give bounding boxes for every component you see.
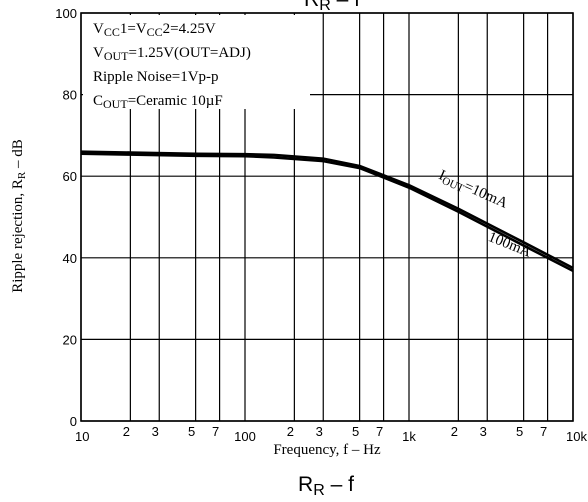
plot-frame xyxy=(80,12,574,422)
conditions-annotation: VCC1=VCC2=4.25V VOUT=1.25V(OUT=ADJ) Ripple… xyxy=(83,15,310,111)
condition-line: COUT=Ceramic 10µF xyxy=(93,93,223,111)
condition-line: VCC1=VCC2=4.25V xyxy=(93,21,216,39)
y-tick-label: 100 xyxy=(55,6,77,21)
y-tick-label: 80 xyxy=(63,88,77,103)
x-minor-tick-label: 2 xyxy=(123,424,130,439)
y-axis-title: Ripple rejection, RR – dB xyxy=(10,139,28,293)
x-minor-tick-label: 7 xyxy=(376,424,383,439)
conditions-box xyxy=(83,15,310,109)
condition-line: VOUT=1.25V(OUT=ADJ) xyxy=(93,45,251,63)
x-minor-tick-label: 5 xyxy=(516,424,523,439)
x-tick-label: 100 xyxy=(234,429,256,444)
y-tick-label: 0 xyxy=(70,414,77,429)
x-tick-label: 1k xyxy=(402,429,416,444)
x-minor-tick-label: 2 xyxy=(287,424,294,439)
series-lines xyxy=(80,150,574,273)
x-minor-tick-label: 3 xyxy=(316,424,323,439)
chart-title: RR – f xyxy=(298,473,354,499)
y-tick-label: 40 xyxy=(63,251,77,266)
y-tick-label: 20 xyxy=(63,332,77,347)
top-title-fragment: RR – f xyxy=(304,0,360,14)
series-line-2 xyxy=(80,152,574,273)
x-minor-tick-label: 5 xyxy=(352,424,359,439)
x-minor-tick-label: 3 xyxy=(152,424,159,439)
x-minor-tick-label: 7 xyxy=(212,424,219,439)
x-tick-label: 10k xyxy=(566,429,587,444)
tick-labels: 10 100 1k 10k 2 3 5 7 2 3 5 7 2 3 5 7 0 20 40 60 80 100 xyxy=(55,6,587,444)
condition-line: Ripple Noise=1Vp-p xyxy=(93,69,219,85)
series-line-1 xyxy=(80,150,574,270)
x-minor-tick-label: 3 xyxy=(480,424,487,439)
x-minor-tick-label: 5 xyxy=(188,424,195,439)
y-tick-label: 60 xyxy=(63,169,77,184)
x-axis-title: Frequency, f – Hz xyxy=(273,442,381,458)
x-minor-tick-label: 2 xyxy=(451,424,458,439)
x-tick-label: 10 xyxy=(75,429,89,444)
x-minor-tick-label: 7 xyxy=(540,424,547,439)
